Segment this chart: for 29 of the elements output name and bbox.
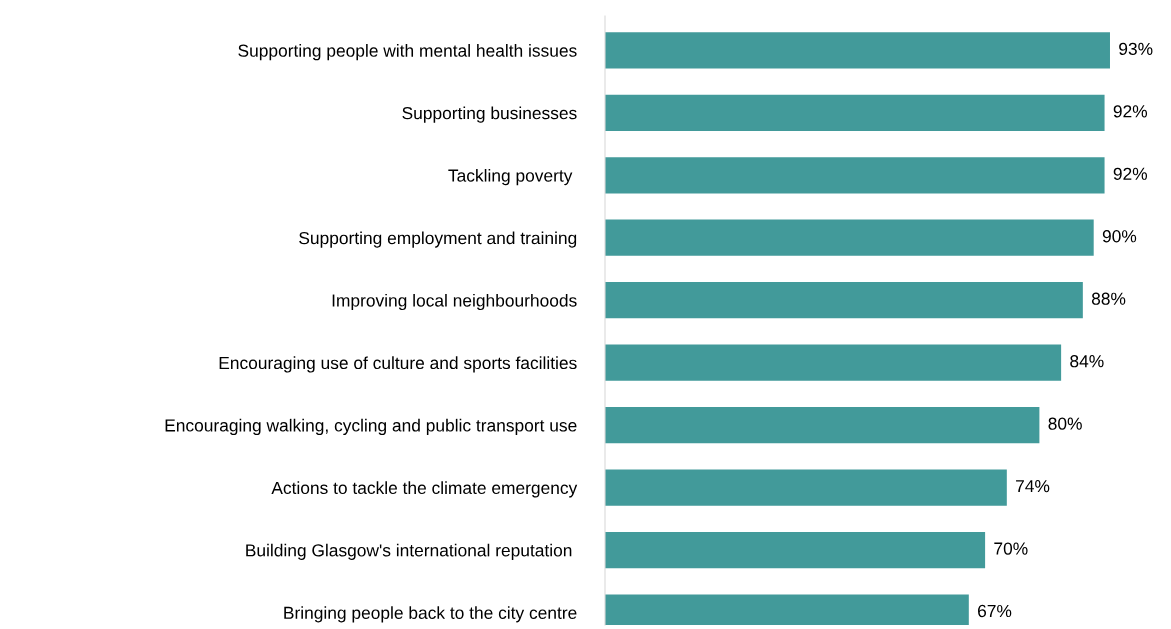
y-tick-label: Supporting people with mental health issues <box>238 44 577 61</box>
data-label: 84% <box>1070 355 1104 368</box>
bar <box>605 344 1062 381</box>
bar <box>605 531 986 569</box>
y-tick-label: Building Glasgow's international reputation <box>246 543 572 560</box>
bar <box>605 219 1094 256</box>
y-tick-label: Improving local neighbourhoods <box>332 293 577 311</box>
data-label: 92% <box>1113 105 1148 118</box>
bar <box>605 157 1105 194</box>
y-tick-label: Actions to tackle the climate emergency <box>271 481 578 498</box>
bar <box>605 32 1110 69</box>
data-label: 93% <box>1119 42 1153 56</box>
y-tick-label: Encouraging walking, cycling and public transport use <box>165 418 577 436</box>
data-label: 70% <box>994 542 1028 555</box>
data-label: 88% <box>1091 292 1126 305</box>
data-label: 92% <box>1113 167 1148 180</box>
bar <box>605 469 1007 506</box>
data-label: 90% <box>1102 230 1137 243</box>
data-label: 67% <box>978 604 1012 618</box>
bar <box>605 407 1040 444</box>
y-tick-label: Supporting employment and training <box>299 231 577 248</box>
y-tick-label: Supporting businesses <box>402 106 577 123</box>
bar <box>605 282 1083 319</box>
data-label: 80% <box>1048 417 1082 430</box>
y-tick-label: Encouraging use of culture and sports facilities <box>219 356 577 373</box>
y-tick-label: Tackling poverty <box>448 168 573 186</box>
data-label: 74% <box>1016 480 1050 493</box>
bar <box>605 94 1105 131</box>
y-tick-label: Bringing people back to the city centre <box>284 606 577 623</box>
